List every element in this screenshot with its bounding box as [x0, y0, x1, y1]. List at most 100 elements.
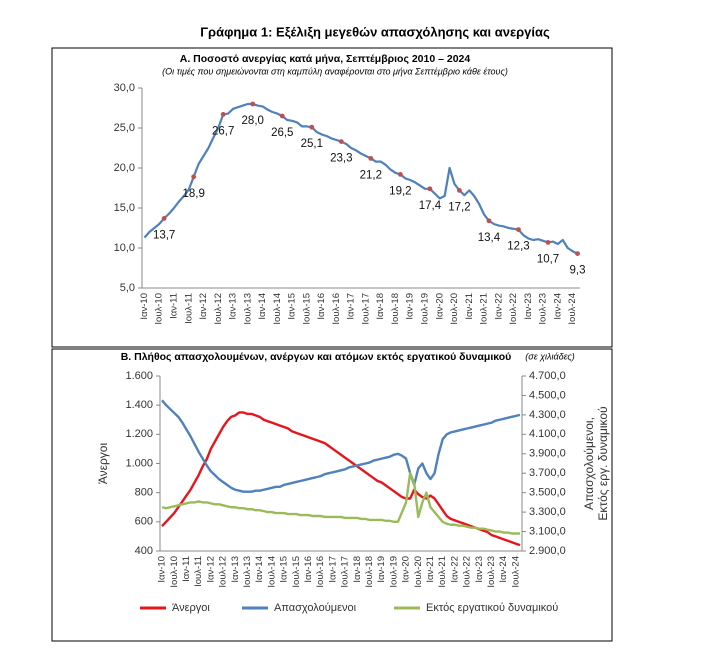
x-tick-label: Ιαν-18	[352, 556, 363, 583]
chart-a-subtitle: (Οι τιμές που σημειώνονται στη καμπύλη α…	[162, 66, 508, 76]
marker	[427, 186, 433, 192]
y2-axis-title: Απασχολούμενοι,	[582, 417, 596, 510]
x-tick-label: Ιουλ-22	[508, 293, 519, 325]
data-line	[161, 411, 521, 547]
chart-a-title: Α. Ποσοστό ανεργίας κατά μήνα, Σεπτέμβρι…	[180, 53, 471, 65]
x-tick-label: Ιουλ-14	[272, 293, 283, 325]
panel-b	[51, 348, 613, 642]
x-tick-label: Ιουλ-15	[301, 293, 312, 325]
x-tick-label: Ιαν-13	[230, 556, 241, 583]
tick-label: 3.900,0	[529, 448, 566, 460]
data-label: 13,4	[478, 232, 501, 244]
data-label: 17,4	[419, 200, 442, 212]
data-label: 26,7	[212, 125, 234, 137]
x-tick-label: Ιαν-11	[181, 556, 192, 582]
tick-label: 30,0	[114, 82, 135, 94]
tick-label: 25,0	[114, 122, 135, 134]
tick-label: 4.100,0	[529, 428, 566, 440]
x-tick-label: Ιαν-12	[205, 556, 216, 583]
x-tick-label: Ιαν-22	[493, 293, 504, 320]
x-tick-label: Ιαν-17	[327, 556, 338, 583]
x-tick-label: Ιουλ-10	[154, 293, 165, 325]
marker	[250, 101, 256, 107]
x-tick-label: Ιουλ-24	[567, 293, 578, 325]
y-axis-title: Άνεργοι	[96, 443, 110, 485]
panel-a	[51, 47, 613, 348]
tick-label: 4.700,0	[529, 370, 566, 382]
data-label: 19,2	[389, 185, 411, 197]
marker	[516, 227, 521, 233]
legend-label: Εκτός εργατικού δυναμικού	[426, 602, 558, 614]
x-tick-label: Ιαν-16	[316, 293, 327, 320]
tick-label: 3.700,0	[529, 467, 566, 479]
x-tick-label: Ιουλ-13	[242, 293, 253, 325]
tick-label: 4.300,0	[529, 409, 566, 421]
x-tick-label: Ιουλ-15	[291, 556, 302, 588]
data-label: 25,1	[301, 138, 323, 150]
tick-label: 1.400	[125, 399, 153, 411]
x-tick-label: Ιαν-16	[303, 556, 314, 583]
marker	[486, 218, 492, 224]
x-tick-label: Ιαν-10	[157, 556, 168, 583]
tick-label: 3.100,0	[529, 525, 566, 537]
x-tick-label: Ιαν-10	[139, 293, 150, 320]
marker	[368, 156, 374, 161]
tick-label: 600	[135, 516, 153, 528]
x-tick-label: Ιαν-18	[375, 293, 386, 320]
x-tick-label: Ιαν-22	[449, 556, 460, 583]
x-tick-label: Ιαν-14	[257, 293, 268, 320]
data-label: 13,7	[153, 229, 175, 241]
x-tick-label: Ιουλ-13	[242, 556, 253, 588]
x-tick-label: Ιαν-23	[474, 556, 485, 583]
data-label: 23,3	[330, 153, 352, 165]
tick-label: 3.300,0	[529, 506, 566, 518]
x-tick-label: Ιαν-23	[523, 293, 534, 320]
x-tick-label: Ιουλ-18	[364, 556, 375, 588]
x-tick-label: Ιουλ-21	[479, 293, 490, 325]
x-tick-label: Ιαν-20	[401, 556, 412, 583]
data-label: 28,0	[242, 115, 264, 127]
marker	[397, 172, 403, 177]
x-tick-label: Ιαν-21	[464, 293, 475, 320]
marker	[457, 188, 462, 193]
marker	[161, 216, 167, 221]
data-line	[161, 399, 521, 493]
x-tick-label: Ιουλ-21	[437, 556, 448, 588]
data-label: 9,3	[570, 265, 586, 277]
x-tick-label: Ιαν-24	[498, 556, 509, 583]
x-tick-label: Ιουλ-12	[213, 293, 224, 325]
y2-axis-title: Εκτός εργ. δυναμικού	[596, 406, 610, 520]
tick-label: 800	[135, 487, 153, 499]
tick-label: 1.000	[125, 457, 153, 469]
page-title: Γράφημα 1: Εξέλιξη μεγεθών απασχόλησης κ…	[200, 24, 550, 39]
tick-label: 400	[135, 545, 153, 557]
x-tick-label: Ιαν-15	[279, 556, 290, 583]
tick-label: 1.200	[125, 428, 153, 440]
x-tick-label: Ιουλ-19	[419, 293, 430, 325]
marker	[575, 251, 580, 256]
x-tick-label: Ιουλ-16	[331, 293, 342, 325]
x-tick-label: Ιαν-12	[198, 293, 209, 320]
tick-label: 10,0	[114, 242, 135, 254]
data-line	[161, 472, 520, 535]
data-label: 21,2	[360, 169, 382, 181]
marker	[338, 139, 344, 145]
x-tick-label: Ιουλ-11	[193, 556, 204, 587]
tick-label: 3.500,0	[529, 487, 566, 499]
x-tick-label: Ιαν-14	[254, 556, 265, 583]
x-tick-label: Ιουλ-10	[169, 556, 180, 588]
x-tick-label: Ιαν-19	[405, 293, 416, 320]
tick-label: 5,0	[120, 282, 135, 294]
data-label: 12,3	[507, 241, 529, 253]
x-tick-label: Ιουλ-24	[510, 556, 521, 588]
x-tick-label: Ιουλ-20	[449, 293, 460, 325]
marker	[309, 124, 315, 130]
data-label: 10,7	[537, 253, 559, 265]
x-tick-label: Ιουλ-23	[538, 293, 549, 325]
x-tick-label: Ιαν-19	[376, 556, 387, 583]
tick-label: 2.900,0	[529, 545, 566, 557]
x-tick-label: Ιαν-15	[287, 293, 298, 320]
tick-label: 20,0	[114, 162, 135, 174]
marker	[279, 113, 285, 119]
